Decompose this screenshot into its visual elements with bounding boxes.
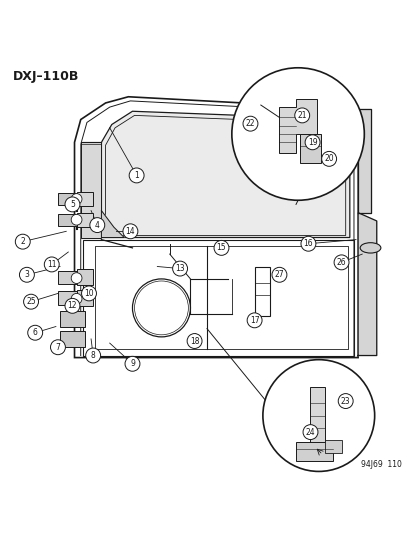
Text: 4: 4	[95, 221, 100, 230]
Circle shape	[302, 425, 317, 440]
Text: 8: 8	[90, 351, 95, 360]
Text: 3: 3	[24, 270, 29, 279]
Text: 2: 2	[20, 237, 25, 246]
Circle shape	[337, 393, 352, 408]
Polygon shape	[310, 386, 324, 447]
Circle shape	[71, 273, 82, 284]
Ellipse shape	[359, 243, 380, 253]
FancyBboxPatch shape	[58, 292, 76, 304]
Text: 26: 26	[336, 258, 346, 267]
Circle shape	[15, 234, 30, 249]
Polygon shape	[357, 213, 376, 356]
Text: 11: 11	[47, 260, 56, 269]
Circle shape	[71, 214, 82, 225]
FancyBboxPatch shape	[324, 440, 341, 453]
Circle shape	[44, 257, 59, 272]
Circle shape	[65, 298, 80, 313]
FancyBboxPatch shape	[60, 311, 85, 327]
Text: 15: 15	[216, 244, 226, 252]
Text: 25: 25	[26, 297, 36, 306]
Text: 13: 13	[175, 264, 185, 273]
Text: 16: 16	[303, 239, 313, 248]
Text: 20: 20	[323, 155, 333, 163]
Circle shape	[247, 313, 261, 328]
Circle shape	[50, 340, 65, 354]
Circle shape	[333, 255, 348, 270]
Text: 23: 23	[340, 397, 350, 406]
Circle shape	[187, 334, 202, 349]
Circle shape	[28, 325, 43, 340]
Text: 14: 14	[125, 227, 135, 236]
Text: 12: 12	[68, 301, 77, 310]
Text: 21: 21	[297, 111, 306, 120]
Text: 17: 17	[249, 316, 259, 325]
FancyBboxPatch shape	[76, 213, 93, 227]
Text: 22: 22	[245, 119, 254, 128]
Text: DXJ–110B: DXJ–110B	[12, 70, 78, 83]
Circle shape	[123, 224, 138, 239]
FancyBboxPatch shape	[299, 134, 320, 163]
Circle shape	[129, 168, 144, 183]
Circle shape	[172, 261, 187, 276]
Circle shape	[321, 151, 336, 166]
Circle shape	[242, 116, 257, 131]
Text: 1: 1	[134, 171, 139, 180]
FancyBboxPatch shape	[76, 192, 93, 206]
Circle shape	[271, 268, 286, 282]
Circle shape	[214, 240, 228, 255]
FancyBboxPatch shape	[58, 214, 76, 226]
Polygon shape	[101, 111, 349, 238]
Polygon shape	[101, 211, 124, 238]
Polygon shape	[279, 99, 316, 152]
FancyBboxPatch shape	[295, 442, 332, 461]
FancyBboxPatch shape	[58, 193, 76, 205]
Text: 19: 19	[307, 138, 317, 147]
Circle shape	[85, 348, 100, 363]
Circle shape	[81, 286, 96, 301]
Circle shape	[262, 360, 374, 471]
Text: 7: 7	[55, 343, 60, 352]
Polygon shape	[357, 109, 370, 213]
Circle shape	[19, 268, 34, 282]
Text: 24: 24	[305, 427, 315, 437]
FancyBboxPatch shape	[76, 269, 93, 285]
Circle shape	[300, 236, 315, 251]
Text: 27: 27	[274, 270, 284, 279]
Text: 18: 18	[190, 336, 199, 345]
FancyBboxPatch shape	[60, 332, 85, 347]
Text: 6: 6	[33, 328, 38, 337]
Circle shape	[125, 357, 140, 372]
Circle shape	[231, 68, 363, 200]
Circle shape	[71, 293, 82, 304]
Polygon shape	[81, 142, 101, 238]
Circle shape	[71, 193, 82, 204]
Circle shape	[65, 197, 80, 212]
Circle shape	[24, 294, 38, 309]
Circle shape	[90, 217, 104, 232]
Text: 10: 10	[84, 289, 94, 298]
Text: 5: 5	[70, 200, 75, 209]
Circle shape	[304, 135, 319, 150]
FancyBboxPatch shape	[58, 271, 76, 284]
FancyBboxPatch shape	[76, 290, 93, 306]
Text: 94J69  110: 94J69 110	[360, 459, 401, 469]
Text: 9: 9	[130, 359, 135, 368]
Circle shape	[294, 108, 309, 123]
